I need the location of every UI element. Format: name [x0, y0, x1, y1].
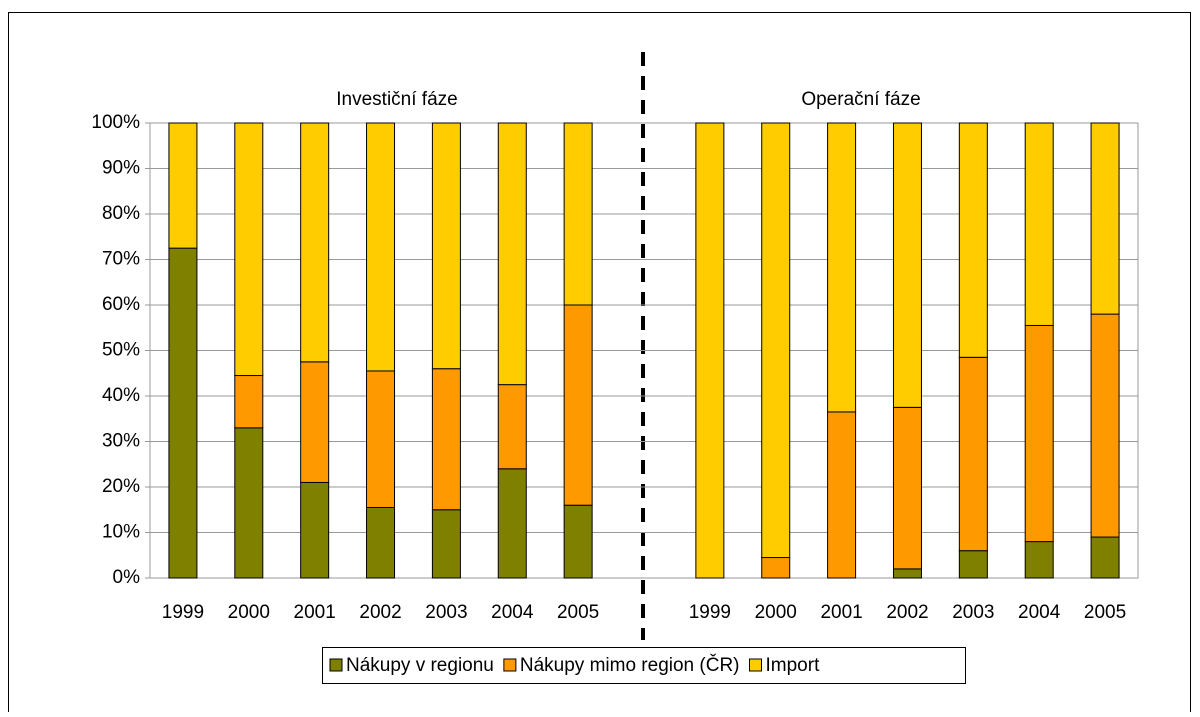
bar-segment [234, 122, 264, 377]
y-tick-label: 60% [102, 294, 140, 315]
bar-segment [1090, 536, 1120, 579]
x-tick-label: 2004 [1018, 602, 1061, 623]
bar-segment [1090, 313, 1120, 538]
bar-segment [958, 122, 988, 358]
bar-segment [431, 368, 461, 511]
x-tick-label: 2000 [228, 602, 270, 623]
legend-label: Nákupy mimo region (ČR) [520, 654, 740, 676]
bar-segment [168, 122, 198, 249]
legend-label: Nákupy v regionu [346, 655, 494, 676]
x-tick-label: 2003 [425, 602, 467, 623]
bar-segment [695, 122, 725, 579]
bar-segment [958, 550, 988, 579]
bar-segment [1024, 324, 1054, 543]
bar-segment [892, 122, 922, 408]
y-tick-label: 10% [102, 522, 140, 543]
phase-label: Operační fáze [801, 89, 920, 110]
bar-segment [497, 468, 527, 579]
bar-segment [563, 304, 593, 506]
bar-segment [431, 509, 461, 579]
bar-segment [892, 568, 922, 579]
bar-segment [366, 506, 396, 579]
bar-segment [761, 557, 791, 579]
phase-label: Investiční fáze [336, 89, 457, 110]
y-tick-label: 30% [102, 431, 140, 452]
bar-segment [300, 481, 330, 579]
bar-segment [431, 122, 461, 370]
x-tick-label: 2005 [1084, 602, 1126, 623]
y-tick-label: 50% [102, 340, 140, 361]
bar-segment [1024, 541, 1054, 579]
x-tick-label: 1999 [689, 602, 731, 623]
bar-segment [300, 122, 330, 363]
bar-segment [827, 122, 857, 413]
plot-border [149, 122, 1139, 579]
x-tick-label: 2002 [359, 602, 401, 623]
x-tick-label: 2001 [294, 602, 336, 623]
legend-swatch [329, 658, 343, 672]
bar-segment [300, 361, 330, 483]
bar-segment [892, 406, 922, 570]
bar-segment [1090, 122, 1120, 315]
x-tick-label: 2000 [755, 602, 797, 623]
x-tick-label: 2005 [557, 602, 599, 623]
y-tick-label: 100% [91, 112, 140, 133]
y-tick-label: 40% [102, 385, 140, 406]
y-tick-label: 90% [102, 158, 140, 179]
legend-label: Import [766, 655, 821, 676]
bar-segment [234, 427, 264, 579]
y-tick-label: 70% [102, 249, 140, 270]
legend-box [322, 647, 966, 684]
y-tick-label: 0% [113, 567, 141, 588]
bar-segment [234, 375, 264, 429]
x-tick-label: 2002 [886, 602, 928, 623]
x-tick-label: 2003 [952, 602, 994, 623]
x-tick-label: 2004 [491, 602, 534, 623]
bar-segment [1024, 122, 1054, 326]
bar-segment [366, 122, 396, 372]
bar-segment [827, 411, 857, 579]
bar-segment [497, 122, 527, 386]
bar-segment [168, 247, 198, 579]
legend-swatch [749, 658, 762, 672]
bar-segment [958, 356, 988, 552]
x-tick-label: 2001 [820, 602, 862, 623]
chart-border [8, 12, 1191, 717]
bar-segment [366, 370, 396, 508]
bar-segment [563, 504, 593, 579]
bar-segment [761, 122, 791, 559]
y-tick-label: 80% [102, 203, 140, 224]
bar-segment [563, 122, 593, 306]
legend-swatch [503, 658, 517, 672]
x-tick-label: 1999 [162, 602, 204, 623]
bar-segment [497, 384, 527, 470]
y-tick-label: 20% [102, 476, 140, 497]
